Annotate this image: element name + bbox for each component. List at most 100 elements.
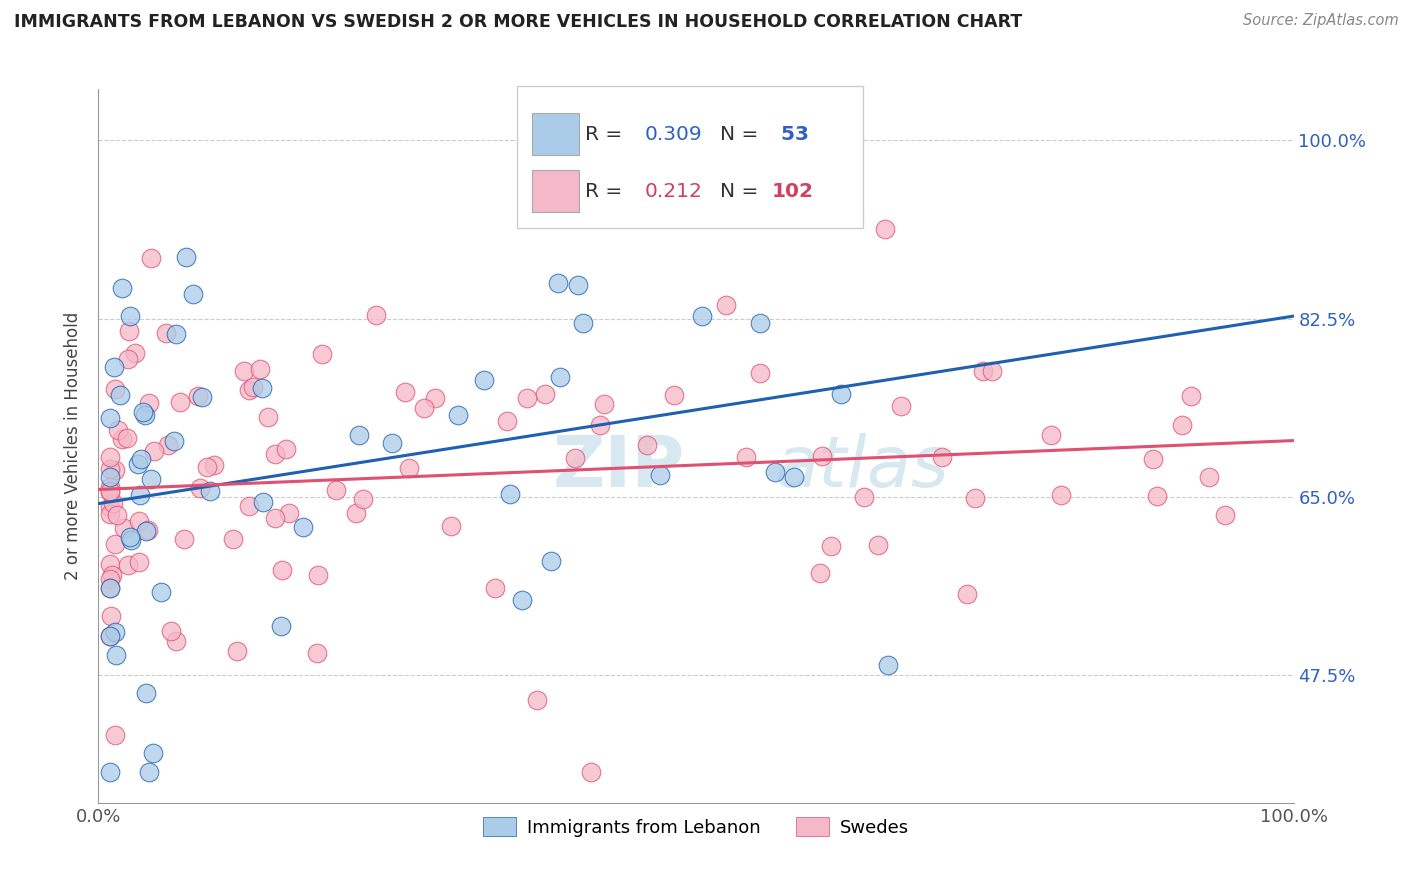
- Point: [853, 490, 876, 504]
- Point: [226, 644, 249, 658]
- Point: [264, 447, 287, 461]
- Point: [128, 555, 150, 569]
- Point: [274, 442, 297, 456]
- Point: [398, 460, 420, 475]
- Point: [472, 373, 495, 387]
- Point: [499, 487, 522, 501]
- Point: [526, 693, 548, 707]
- Point: [820, 539, 842, 553]
- Point: [664, 388, 686, 402]
- Point: [238, 499, 260, 513]
- Text: 0.212: 0.212: [644, 182, 703, 201]
- Point: [103, 359, 125, 374]
- Point: [636, 438, 658, 452]
- Point: [278, 506, 301, 520]
- Point: [593, 397, 616, 411]
- Point: [1180, 388, 1202, 402]
- Text: R =: R =: [585, 125, 628, 144]
- Point: [252, 495, 274, 509]
- Point: [980, 364, 1002, 378]
- Point: [495, 414, 517, 428]
- Text: atlas: atlas: [773, 433, 948, 502]
- Text: ZIP: ZIP: [553, 433, 685, 502]
- Point: [187, 389, 209, 403]
- Point: [104, 727, 127, 741]
- Point: [98, 411, 121, 425]
- Point: [98, 629, 121, 643]
- Point: [412, 401, 434, 416]
- Text: Source: ZipAtlas.com: Source: ZipAtlas.com: [1243, 13, 1399, 29]
- Point: [98, 485, 121, 500]
- Point: [1198, 470, 1220, 484]
- Point: [238, 383, 260, 397]
- Point: [112, 521, 135, 535]
- Text: N =: N =: [720, 125, 765, 144]
- Point: [1146, 489, 1168, 503]
- Point: [510, 592, 533, 607]
- Point: [127, 457, 149, 471]
- Point: [128, 488, 150, 502]
- Point: [98, 581, 121, 595]
- Point: [311, 346, 333, 360]
- Point: [143, 443, 166, 458]
- Point: [120, 530, 142, 544]
- Point: [118, 309, 141, 323]
- Point: [873, 221, 896, 235]
- Point: [305, 646, 328, 660]
- Point: [222, 532, 245, 546]
- Point: [120, 533, 142, 547]
- Point: [439, 518, 461, 533]
- Point: [135, 524, 157, 539]
- Point: [104, 625, 127, 640]
- Point: [138, 765, 160, 780]
- Point: [808, 566, 831, 580]
- Point: [811, 450, 834, 464]
- Point: [749, 366, 772, 380]
- Point: [188, 482, 211, 496]
- Point: [169, 395, 191, 409]
- Point: [868, 538, 890, 552]
- Legend: Immigrants from Lebanon, Swedes: Immigrants from Lebanon, Swedes: [477, 810, 915, 844]
- Point: [108, 387, 131, 401]
- Point: [155, 326, 177, 340]
- Point: [571, 316, 593, 330]
- Point: [325, 483, 347, 498]
- Text: IMMIGRANTS FROM LEBANON VS SWEDISH 2 OR MORE VEHICLES IN HOUSEHOLD CORRELATION C: IMMIGRANTS FROM LEBANON VS SWEDISH 2 OR …: [14, 13, 1022, 31]
- Point: [830, 387, 852, 401]
- Point: [173, 532, 195, 546]
- Point: [232, 364, 254, 378]
- Point: [124, 346, 146, 360]
- Point: [972, 364, 994, 378]
- Y-axis label: 2 or more Vehicles in Household: 2 or more Vehicles in Household: [65, 312, 83, 580]
- Point: [136, 523, 159, 537]
- Point: [117, 352, 139, 367]
- Point: [98, 581, 121, 595]
- Point: [138, 396, 160, 410]
- Point: [707, 157, 730, 171]
- Point: [516, 391, 538, 405]
- Point: [98, 461, 121, 475]
- Point: [257, 410, 280, 425]
- Point: [589, 418, 612, 433]
- Point: [1142, 452, 1164, 467]
- Point: [101, 495, 124, 509]
- Point: [98, 765, 121, 780]
- Point: [181, 287, 204, 301]
- Point: [98, 450, 121, 465]
- Point: [191, 390, 214, 404]
- Point: [394, 385, 416, 400]
- Point: [547, 276, 569, 290]
- Point: [242, 380, 264, 394]
- Point: [965, 491, 987, 506]
- Point: [447, 409, 470, 423]
- Point: [692, 310, 714, 324]
- Point: [98, 483, 121, 498]
- Point: [202, 458, 225, 473]
- Point: [165, 634, 187, 648]
- FancyBboxPatch shape: [533, 169, 579, 212]
- Point: [105, 508, 128, 523]
- Point: [104, 536, 127, 550]
- Point: [307, 567, 329, 582]
- Point: [423, 391, 446, 405]
- FancyBboxPatch shape: [517, 86, 863, 228]
